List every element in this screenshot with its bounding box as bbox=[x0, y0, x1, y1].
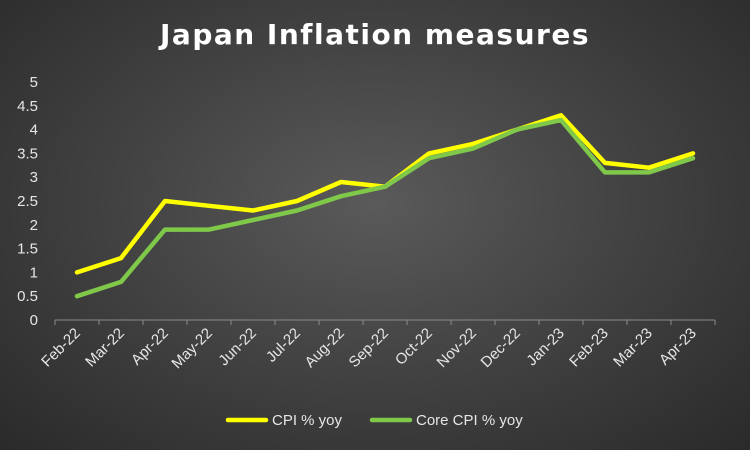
x-tick-label: Feb-23 bbox=[566, 325, 612, 371]
y-tick-label: 4 bbox=[30, 122, 38, 139]
y-tick-label: 2 bbox=[30, 217, 38, 234]
x-tick-label: Jun-22 bbox=[215, 325, 259, 369]
y-tick-label: 4.5 bbox=[17, 98, 38, 115]
x-tick-label: Apr-22 bbox=[128, 325, 172, 369]
x-tick-label: Sep-22 bbox=[346, 325, 392, 371]
chart-title: Japan Inflation measures bbox=[160, 18, 590, 51]
y-tick-label: 1 bbox=[30, 264, 38, 281]
y-tick-label: 0 bbox=[30, 312, 38, 329]
series-line-0 bbox=[74, 113, 696, 275]
series-line-1 bbox=[74, 117, 696, 299]
x-tick-label: Jan-23 bbox=[523, 325, 567, 369]
legend-label-1: Core CPI % yoy bbox=[416, 412, 523, 429]
y-tick-label: 5 bbox=[30, 74, 38, 91]
y-tick-label: 2.5 bbox=[17, 193, 38, 210]
y-tick-label: 3 bbox=[30, 169, 38, 186]
legend-label-0: CPI % yoy bbox=[272, 412, 343, 429]
x-tick-label: Nov-22 bbox=[434, 325, 480, 371]
x-tick-label: May-22 bbox=[168, 325, 215, 372]
y-tick-label: 3.5 bbox=[17, 145, 38, 162]
x-tick-label: Oct-22 bbox=[392, 325, 436, 369]
x-tick-label: Feb-22 bbox=[38, 325, 84, 371]
x-tick-label: Mar-23 bbox=[610, 325, 656, 371]
x-tick-label: Apr-23 bbox=[656, 325, 700, 369]
x-tick-label: Aug-22 bbox=[302, 325, 348, 371]
y-tick-label: 0.5 bbox=[17, 288, 38, 305]
x-tick-label: Mar-22 bbox=[82, 325, 128, 371]
x-tick-label: Jul-22 bbox=[263, 325, 304, 366]
y-tick-label: 1.5 bbox=[17, 241, 38, 258]
x-tick-label: Dec-22 bbox=[478, 325, 524, 371]
